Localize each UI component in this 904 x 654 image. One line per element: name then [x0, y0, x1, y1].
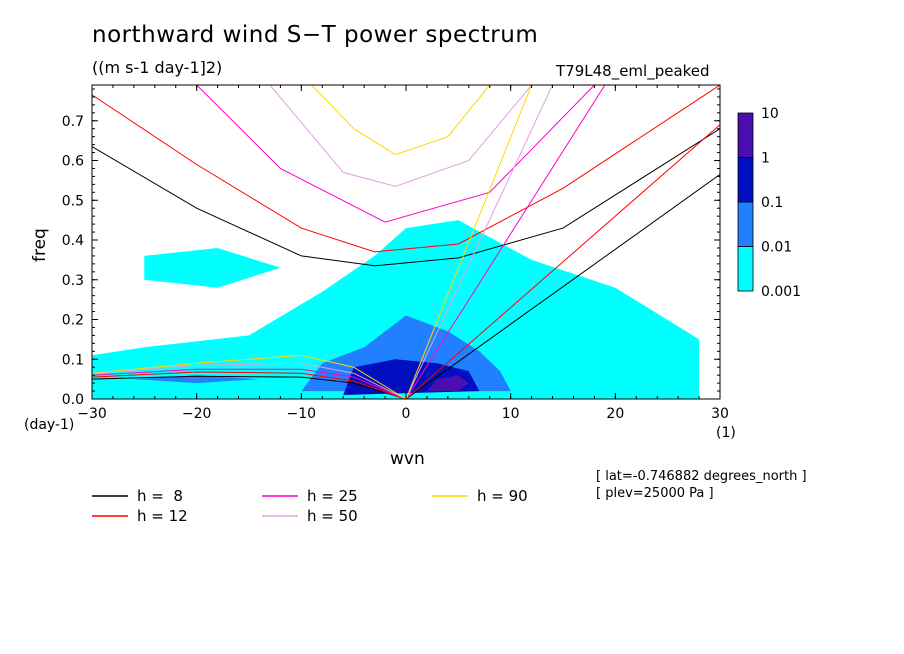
colorbar: 0.001 0.01 0.1 1 10	[737, 106, 801, 300]
y-axis-unit: (day-1)	[24, 417, 75, 433]
contour-region-1	[144, 248, 281, 288]
x-tick-label: 10	[502, 406, 520, 422]
curve-h25-n-1-inertia-gravity	[196, 85, 595, 223]
pressure-level-annotation: [ plev=25000 Pa ]	[596, 486, 714, 501]
colorbar-swatch-0	[737, 246, 754, 292]
y-tick-label: 0.7	[62, 114, 84, 130]
colorbar-swatch-3	[737, 112, 754, 158]
curve-h8-n-1-inertia-gravity	[92, 128, 720, 267]
x-axis-unit: (1)	[716, 425, 736, 441]
legend-label-4: h = 90	[477, 487, 528, 505]
curve-h50-n-1-inertia-gravity	[269, 85, 532, 187]
x-tick-label: −30	[77, 406, 107, 422]
curve-h8-rossby	[92, 375, 407, 399]
contour-regions	[92, 220, 720, 399]
curve-h12-n-1-inertia-gravity	[92, 85, 720, 253]
run-label: T79L48_eml_peaked	[556, 62, 710, 80]
curve-h25-kelvin	[405, 85, 606, 399]
y-tick-label: 0.4	[62, 233, 84, 249]
y-tick-label: 0.2	[62, 313, 84, 329]
legend: h = 8 h = 12 h = 25 h = 50 h = 90	[92, 487, 528, 525]
x-axis-label: wvn	[390, 449, 425, 469]
x-tick-label: 20	[606, 406, 624, 422]
y-tick-label: 0.0	[62, 392, 84, 408]
colorbar-swatch-2	[737, 157, 754, 203]
legend-label-1: h = 12	[137, 507, 188, 525]
y-tick-label: 0.1	[62, 352, 84, 368]
curve-h8-kelvin	[405, 173, 720, 399]
y-axis-ticks: 0.0 0.1 0.2 0.3 0.4 0.5 0.6 0.7	[62, 88, 720, 408]
contour-region-0	[92, 220, 720, 399]
curve-h90-n-1-inertia-gravity	[311, 85, 491, 156]
y-tick-label: 0.3	[62, 273, 84, 289]
x-tick-label: 30	[711, 406, 729, 422]
chart-units: ((m s-1 day-1]2)	[92, 58, 223, 77]
dispersion-curves	[92, 85, 720, 399]
latitude-annotation: [ lat=-0.746882 degrees_north ]	[596, 469, 807, 484]
legend-label-0: h = 8	[137, 487, 183, 505]
x-tick-label: −20	[182, 406, 212, 422]
curve-h50-kelvin	[405, 85, 553, 399]
contour-region-5	[426, 375, 469, 392]
curve-h90-rossby	[92, 354, 407, 399]
y-tick-label: 0.5	[62, 193, 84, 209]
curve-h12-kelvin	[405, 124, 720, 399]
curve-h50-rossby	[92, 362, 407, 399]
curve-h12-rossby	[92, 371, 407, 399]
colorbar-label: 0.1	[761, 195, 783, 211]
colorbar-label: 0.01	[761, 240, 792, 256]
colorbar-label: 10	[761, 106, 779, 122]
x-tick-label: 0	[402, 406, 411, 422]
legend-label-3: h = 50	[307, 507, 358, 525]
chart-title: northward wind S−T power spectrum	[92, 22, 539, 48]
colorbar-label: 0.001	[761, 284, 801, 300]
curve-h25-rossby	[92, 368, 407, 399]
colorbar-label: 1	[761, 151, 770, 167]
y-tick-label: 0.6	[62, 154, 84, 170]
colorbar-swatch-1	[737, 201, 754, 247]
curve-h90-kelvin	[405, 85, 533, 399]
x-tick-label: −10	[287, 406, 317, 422]
legend-label-2: h = 25	[307, 487, 358, 505]
x-axis-ticks: −30 −20 −10 0 10 20 30	[77, 85, 729, 422]
